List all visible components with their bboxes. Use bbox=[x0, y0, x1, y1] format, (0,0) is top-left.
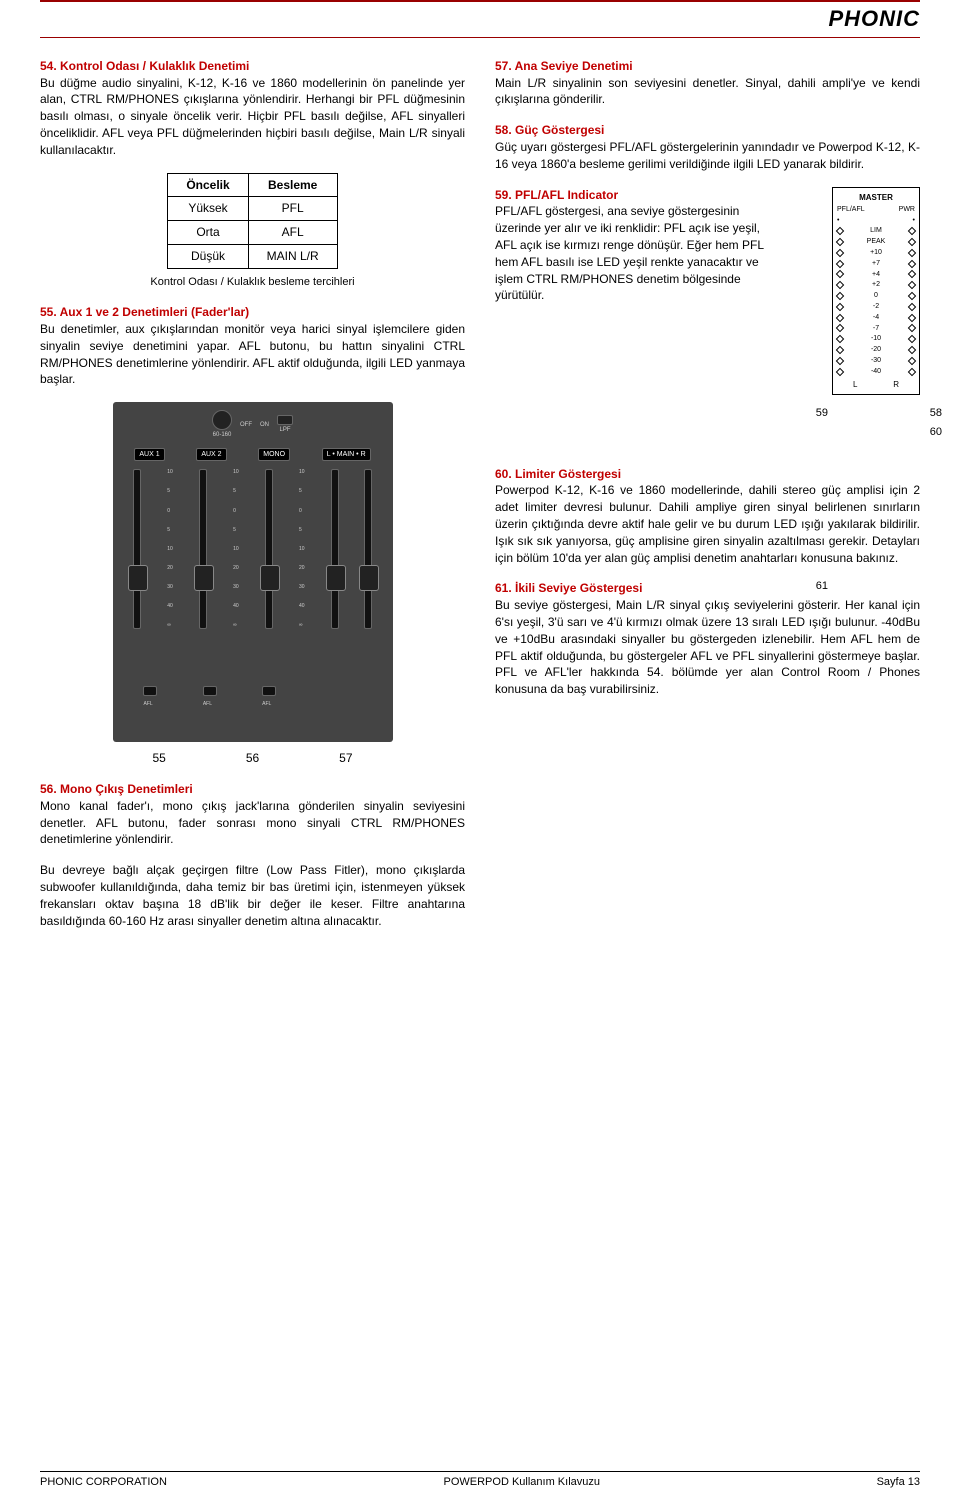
diamond-icon bbox=[908, 227, 916, 235]
td-mainlr: MAIN L/R bbox=[248, 244, 337, 268]
lim: LIM bbox=[870, 226, 882, 236]
section-61-body: Bu seviye göstergesi, Main L/R sinyal çı… bbox=[495, 598, 920, 696]
mixer-panel-diagram: 60-160 OFF ON LPF AUX 1 AUX 2 bbox=[113, 402, 393, 742]
co-60: 60 bbox=[930, 426, 942, 439]
diamond-icon bbox=[836, 227, 844, 235]
lpf-switch-icon bbox=[277, 415, 293, 425]
right-column: 57. Ana Seviye Denetimi Main L/R sinyali… bbox=[495, 58, 920, 944]
section-59: 59. PFL/AFL Indicator PFL/AFL göstergesi… bbox=[495, 187, 768, 305]
co-55: 55 bbox=[152, 750, 165, 767]
section-59-container: 59. PFL/AFL Indicator PFL/AFL göstergesi… bbox=[495, 187, 920, 452]
section-58: 58. Güç Göstergesi Güç uyarı göstergesi … bbox=[495, 122, 920, 172]
master-callouts-right: 58 60 bbox=[930, 407, 942, 445]
afl-button-row bbox=[119, 683, 387, 699]
section-54-title: 54. Kontrol Odası / Kulaklık Denetimi bbox=[40, 59, 249, 73]
fader-main-r bbox=[364, 469, 372, 629]
afl-label-row: AFL AFL AFL bbox=[119, 699, 387, 708]
master-meter-diagram: MASTER PFL/AFLPWR •• LIM PEAK +10 +7 +4 … bbox=[832, 187, 920, 395]
td-pfl: PFL bbox=[248, 197, 337, 221]
co-56: 56 bbox=[246, 750, 259, 767]
section-59-body: PFL/AFL göstergesi, ana seviye gösterges… bbox=[495, 204, 764, 302]
td-afl: AFL bbox=[248, 221, 337, 245]
master-diagram-wrap: 59 61 58 60 MASTER PFL/AFLPWR •• LIM PEA… bbox=[780, 187, 920, 452]
label-mono: MONO bbox=[258, 448, 290, 462]
label-main: L • MAIN • R bbox=[322, 448, 371, 462]
section-61-title: 61. İkili Seviye Göstergesi bbox=[495, 581, 642, 595]
afl-btn-2 bbox=[203, 686, 217, 696]
section-57-title: 57. Ana Seviye Denetimi bbox=[495, 59, 633, 73]
section-61: 61. İkili Seviye Göstergesi Bu seviye gö… bbox=[495, 580, 920, 698]
co-61: 61 bbox=[816, 580, 828, 593]
page-header: PHONIC bbox=[40, 0, 920, 38]
master-title: MASTER bbox=[835, 192, 917, 203]
pflafl: PFL/AFL bbox=[837, 205, 865, 215]
afl-2: AFL bbox=[203, 701, 212, 708]
section-54: 54. Kontrol Odası / Kulaklık Denetimi Bu… bbox=[40, 58, 465, 159]
scale-3: 1050510203040∞ bbox=[298, 469, 306, 629]
scale-2: 1050510203040∞ bbox=[232, 469, 240, 629]
section-60: 60. Limiter Göstergesi Powerpod K-12, K-… bbox=[495, 466, 920, 567]
brand-logo: PHONIC bbox=[828, 6, 920, 31]
footer-right: Sayfa 13 bbox=[877, 1475, 920, 1490]
mixer-channel-labels: AUX 1 AUX 2 MONO L • MAIN • R bbox=[119, 446, 387, 464]
freq-knob-icon bbox=[212, 410, 232, 430]
afl-btn-3 bbox=[262, 686, 276, 696]
section-56-p2: Bu devreye bağlı alçak geçirgen filtre (… bbox=[40, 862, 465, 929]
fader-aux2 bbox=[199, 469, 207, 629]
fader-main-l bbox=[331, 469, 339, 629]
section-56-p1: 56. Mono Çıkış Denetimleri Mono kanal fa… bbox=[40, 781, 465, 848]
peak: PEAK bbox=[867, 237, 886, 247]
fader-aux1 bbox=[133, 469, 141, 629]
faders-row: 1050510203040∞ 1050510203040∞ 1050510203… bbox=[119, 463, 387, 683]
section-56-title: 56. Mono Çıkış Denetimleri bbox=[40, 782, 193, 796]
sw-on: ON bbox=[260, 421, 269, 429]
mixer-top-row: 60-160 OFF ON LPF bbox=[119, 408, 387, 445]
section-55-title: 55. Aux 1 ve 2 Denetimleri (Fader'lar) bbox=[40, 305, 249, 319]
meter-l: L bbox=[853, 379, 857, 390]
section-54-body: Bu düğme audio sinyalini, K-12, K-16 ve … bbox=[40, 76, 465, 157]
td-dusuk: Düşük bbox=[168, 244, 248, 268]
section-58-title: 58. Güç Göstergesi bbox=[495, 123, 604, 137]
sw-off: OFF bbox=[240, 421, 252, 429]
td-orta: Orta bbox=[168, 221, 248, 245]
fader-mono bbox=[265, 469, 273, 629]
co-58: 58 bbox=[930, 407, 942, 420]
panel-callouts: 55 56 57 bbox=[113, 750, 393, 767]
section-56-body1: Mono kanal fader'ı, mono çıkış jack'ları… bbox=[40, 799, 465, 847]
section-57-body: Main L/R sinyalinin son seviyesini denet… bbox=[495, 76, 920, 107]
knob-range: 60-160 bbox=[213, 431, 232, 439]
footer-center: POWERPOD Kullanım Kılavuzu bbox=[444, 1475, 601, 1490]
footer-left: PHONIC CORPORATION bbox=[40, 1475, 167, 1490]
page-footer: PHONIC CORPORATION POWERPOD Kullanım Kıl… bbox=[40, 1471, 920, 1490]
td-yuksek: Yüksek bbox=[168, 197, 248, 221]
pwr: PWR bbox=[899, 205, 915, 215]
label-aux2: AUX 2 bbox=[196, 448, 226, 462]
section-55-body: Bu denetimler, aux çıkışlarından monitör… bbox=[40, 322, 465, 386]
section-55: 55. Aux 1 ve 2 Denetimleri (Fader'lar) B… bbox=[40, 304, 465, 388]
priority-table: Öncelik Besleme Yüksek PFL Orta AFL Düşü… bbox=[167, 173, 337, 269]
scale-1: 1050510203040∞ bbox=[166, 469, 174, 629]
co-59: 59 bbox=[816, 407, 828, 420]
master-callouts-left: 59 61 bbox=[816, 407, 828, 599]
diamond-icon bbox=[836, 238, 844, 246]
section-57: 57. Ana Seviye Denetimi Main L/R sinyali… bbox=[495, 58, 920, 108]
section-59-title: 59. PFL/AFL Indicator bbox=[495, 188, 618, 202]
content-columns: 54. Kontrol Odası / Kulaklık Denetimi Bu… bbox=[40, 58, 920, 944]
meter-r: R bbox=[893, 379, 899, 390]
th-besleme: Besleme bbox=[248, 173, 337, 197]
section-58-body: Güç uyarı göstergesi PFL/AFL göstergeler… bbox=[495, 140, 920, 171]
section-60-body: Powerpod K-12, K-16 ve 1860 modellerinde… bbox=[495, 483, 920, 564]
co-57: 57 bbox=[339, 750, 352, 767]
lpf-label: LPF bbox=[279, 426, 290, 434]
afl-btn-1 bbox=[143, 686, 157, 696]
section-60-title: 60. Limiter Göstergesi bbox=[495, 467, 621, 481]
left-column: 54. Kontrol Odası / Kulaklık Denetimi Bu… bbox=[40, 58, 465, 944]
diamond-icon bbox=[908, 238, 916, 246]
afl-1: AFL bbox=[144, 701, 153, 708]
th-oncelik: Öncelik bbox=[168, 173, 248, 197]
afl-3: AFL bbox=[262, 701, 271, 708]
label-aux1: AUX 1 bbox=[134, 448, 164, 462]
table-caption: Kontrol Odası / Kulaklık besleme tercihl… bbox=[40, 275, 465, 290]
